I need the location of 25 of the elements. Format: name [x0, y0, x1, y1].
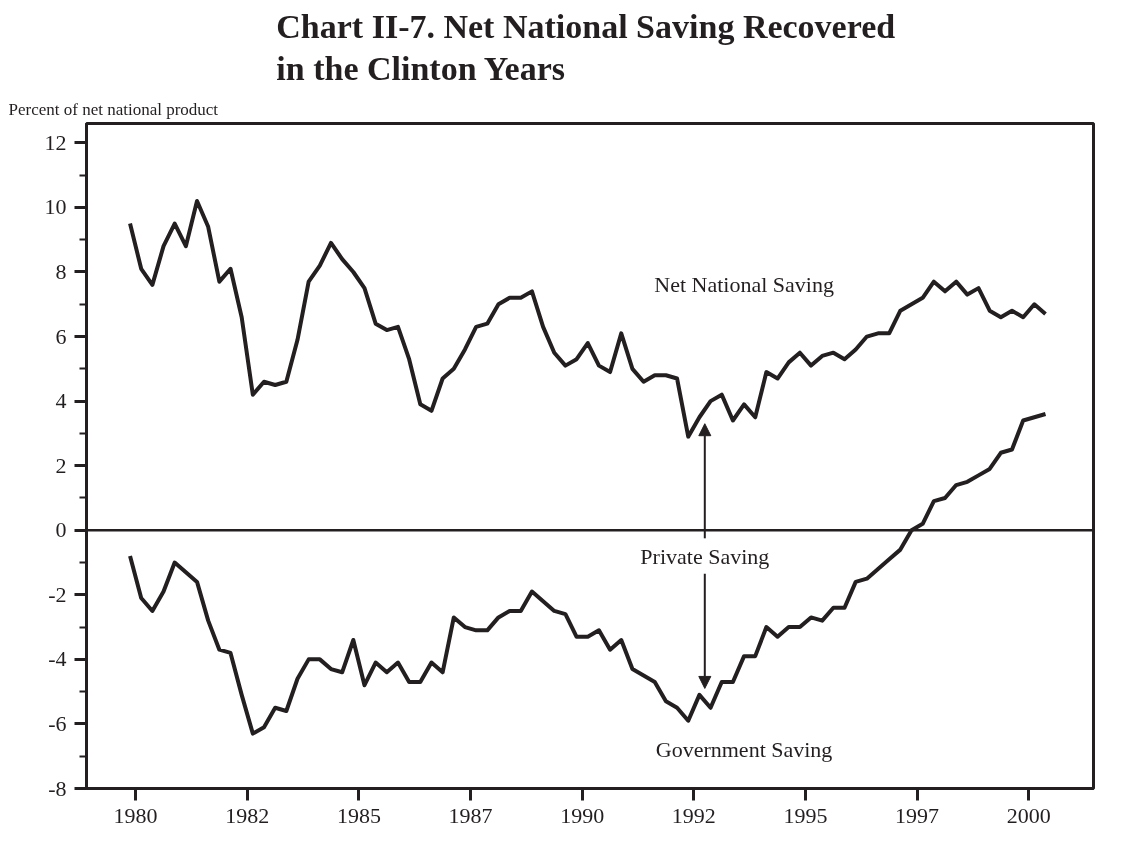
y-tick-label: 4: [55, 388, 67, 414]
y-tick-label: -2: [48, 581, 67, 607]
y-tick-label: -8: [48, 775, 67, 801]
x-tick-label: 1982: [225, 802, 270, 828]
y-tick-label: -4: [48, 646, 67, 672]
x-tick-label: 1985: [336, 802, 381, 828]
x-tick-label: 2000: [1006, 802, 1051, 828]
y-tick-label: 8: [55, 259, 67, 284]
y-tick-label: -6: [48, 710, 67, 736]
annotation: Private Saving: [640, 543, 770, 569]
y-tick-label: 2: [55, 452, 67, 478]
x-tick-label: 1980: [113, 802, 158, 828]
y-axis-title: Percent of net national product: [8, 99, 219, 119]
text: Net National Saving: [654, 271, 834, 297]
x-tick-label: 1997: [895, 802, 940, 828]
chart-title: Chart II-7. Net National Saving Recovered in the Clinton Years: [276, 7, 896, 88]
x-tick-label: 1995: [783, 802, 828, 828]
series-label: Government Saving: [655, 736, 833, 762]
x-tick-label: 1987: [448, 802, 493, 828]
y-tick-label: 10: [44, 194, 67, 220]
x-tick-label: 1992: [671, 802, 716, 828]
x-tick-label: 1990: [560, 802, 605, 828]
y-tick-label: 0: [55, 517, 67, 543]
y-tick-label: 12: [44, 129, 67, 155]
y-tick-label: 6: [55, 323, 67, 349]
